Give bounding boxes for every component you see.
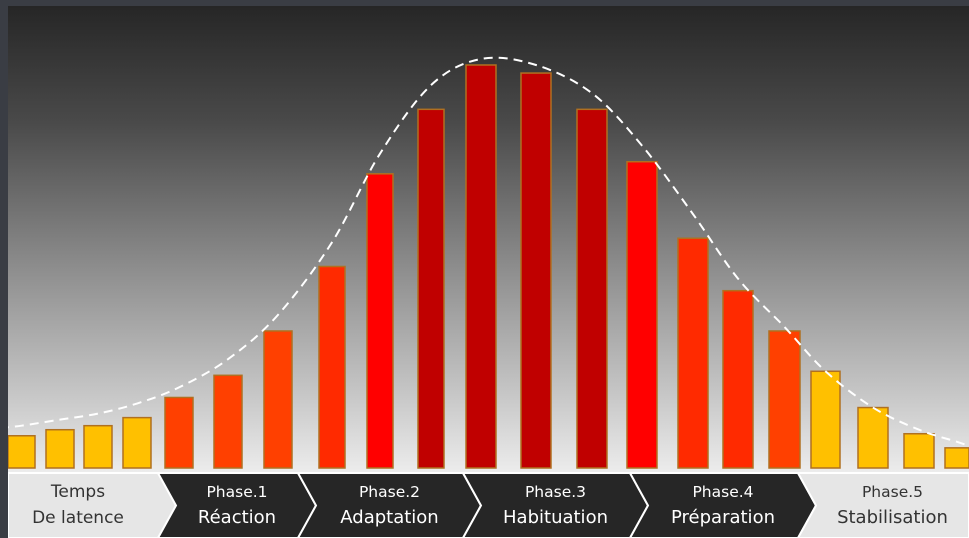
bar-19 [857,406,889,469]
bar-16 [722,289,754,469]
bar-4 [122,416,152,469]
phase-label-line2-1: Réaction [198,507,276,528]
bar-1 [8,435,36,469]
phase-label-line1-0: Temps [50,482,105,502]
bar-21 [944,447,969,469]
phase-label-line1-5: Phase.5 [862,483,923,501]
bar-14 [626,160,658,469]
phase-label-line2-4: Préparation [671,507,775,528]
bar-17 [768,330,801,469]
phase-label-line1-4: Phase.4 [692,483,753,501]
bar-15 [677,237,709,469]
bar-2 [45,428,75,469]
phase-label-line2-0: De latence [32,508,124,528]
bar-8 [318,265,346,469]
bar-7 [263,330,293,469]
chart-svg: Temps De latence Phase.1 Réaction Phase.2 Ada… [8,56,969,538]
phase-label-line1-2: Phase.2 [359,483,420,501]
trend-curve [8,56,969,447]
phase-label-line1-1: Phase.1 [206,483,267,501]
bar-10 [417,108,445,469]
bar-6 [213,374,243,469]
phase-band: Temps De latence Phase.1 Réaction Phase.2 Ada… [8,472,969,538]
bar-13 [576,108,608,469]
bar-18 [810,370,841,469]
phase-label-line2-2: Adaptation [340,507,438,528]
phase-label-line2-3: Habituation [503,507,608,528]
bar-9 [366,173,394,469]
phase-label-line1-3: Phase.3 [525,483,586,501]
bar-5 [164,396,194,469]
bar-3 [83,424,113,469]
phase-chevron-5 [796,472,969,538]
bar-20 [903,432,935,469]
bars-group [8,64,969,469]
chart-frame: Temps De latence Phase.1 Réaction Phase.2 Ada… [8,6,969,538]
phase-label-line2-5: Stabilisation [837,507,948,528]
bar-11 [465,64,497,469]
bar-12 [520,72,552,469]
